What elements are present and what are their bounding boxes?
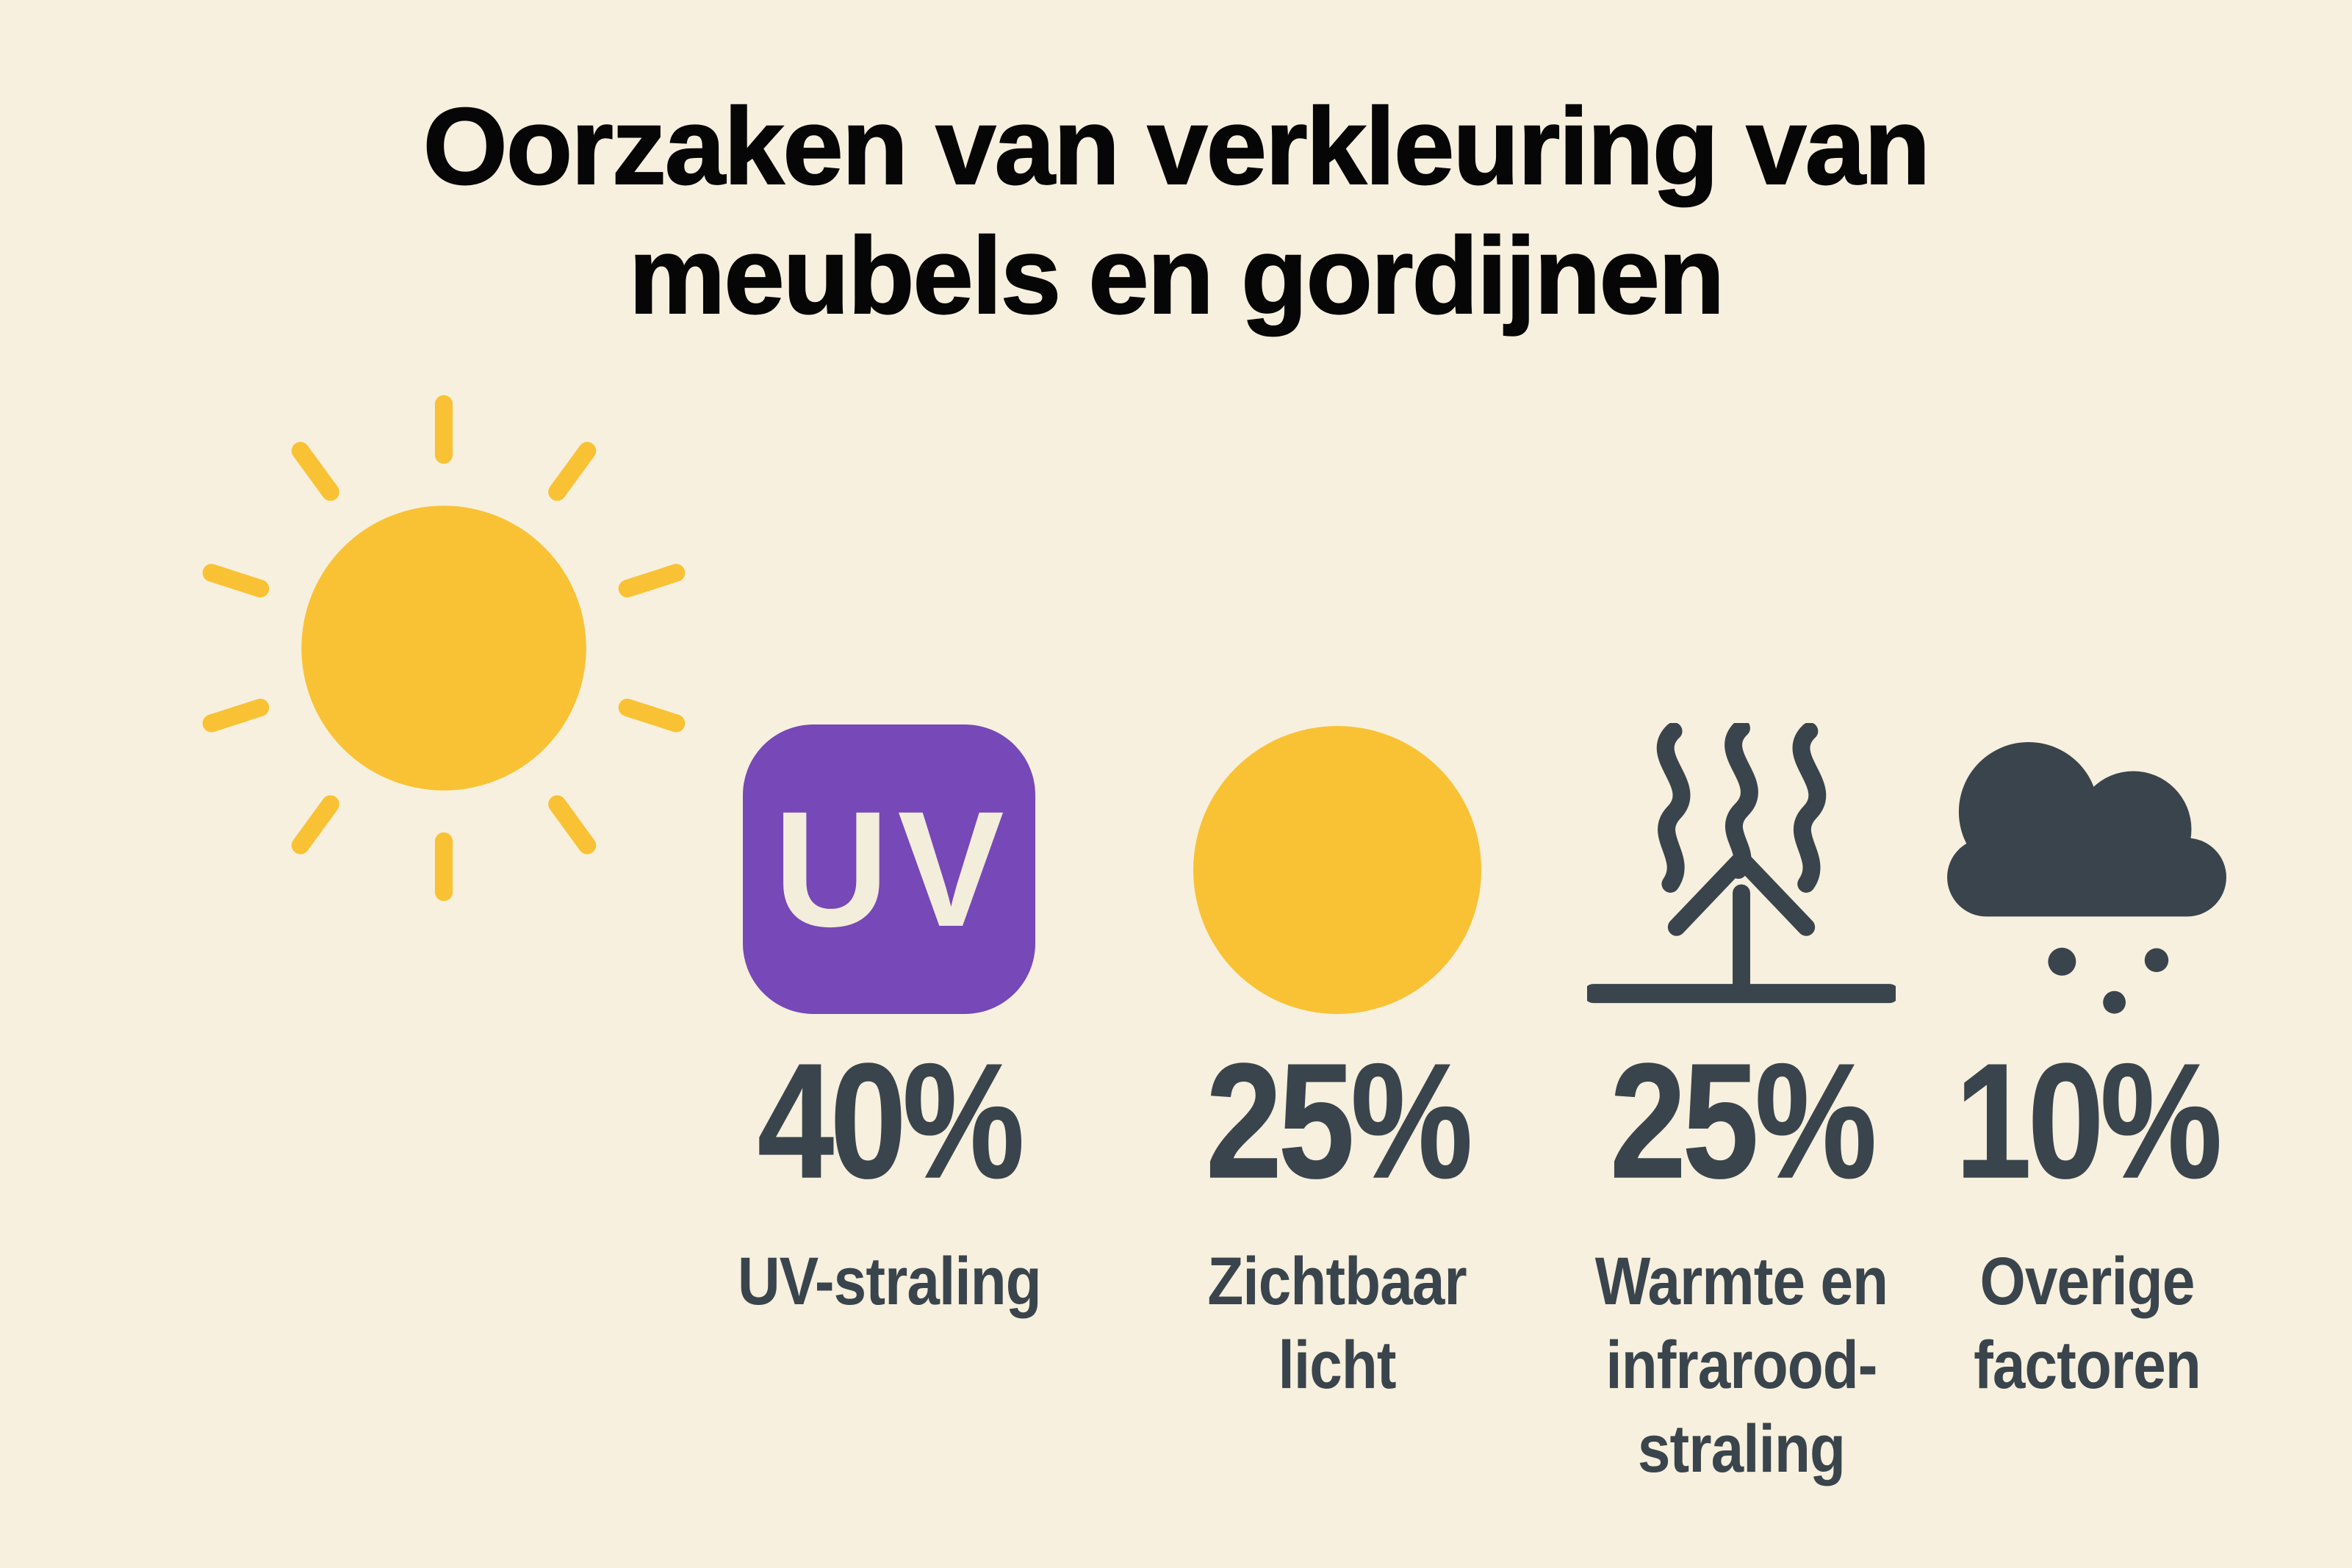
percent-value: 10% xyxy=(1954,1030,2222,1212)
column-uv-straling: UV 40% UV-straling xyxy=(694,720,1084,1323)
uv-badge-icon: UV xyxy=(743,724,1035,1014)
column-zichtbaar-licht: 25% Zichtbaar licht xyxy=(1168,720,1506,1407)
category-label: Overige factoren xyxy=(1973,1244,2201,1403)
category-label: Zichtbaar licht xyxy=(1207,1244,1467,1403)
snow-cloud-icon xyxy=(1947,741,2226,1014)
percent-value: 40% xyxy=(757,1030,1024,1212)
heat-infrared-icon xyxy=(1587,723,1896,1004)
icon-box xyxy=(1941,720,2232,1014)
percent-value: 25% xyxy=(1205,1030,1472,1212)
sun-icon-svg xyxy=(202,395,686,902)
uv-badge-label: UV xyxy=(774,777,1013,961)
icon-box xyxy=(1587,720,1896,1014)
sun-disc-icon xyxy=(1193,726,1481,1014)
icon-box xyxy=(1193,720,1481,1014)
column-warmte-infrarood: 25% Warmte en infrarood- straling xyxy=(1550,720,1932,1491)
category-label: Warmte en infrarood- straling xyxy=(1594,1244,1888,1487)
column-overige-factoren: 10% Overige factoren xyxy=(1918,720,2256,1407)
page-title: Oorzaken van verkleuring van meubels en … xyxy=(422,85,1932,337)
percent-value: 25% xyxy=(1609,1030,1877,1212)
sun-icon xyxy=(190,394,698,902)
category-label: UV-straling xyxy=(737,1244,1042,1319)
icon-box: UV xyxy=(743,720,1035,1014)
